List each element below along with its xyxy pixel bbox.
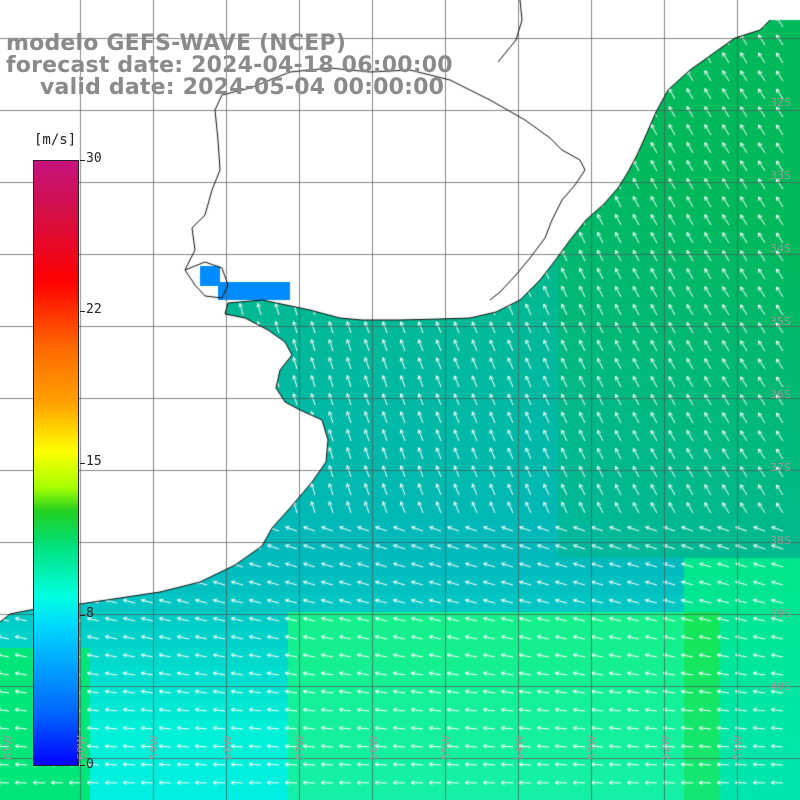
longitude-label: 60W — [75, 735, 88, 760]
colorbar-tick-label: 0 — [86, 757, 94, 772]
colorbar-gradient — [33, 160, 79, 766]
latitude-label: 36S — [770, 388, 791, 401]
longitude-label: 61W — [2, 735, 15, 760]
colorbar-tick-label: 30 — [86, 151, 102, 166]
longitude-label: 54W — [513, 735, 526, 760]
colorbar-tick-label: 8 — [86, 606, 94, 621]
longitude-label: 57W — [294, 735, 307, 760]
colorbar-tick-mark — [80, 765, 85, 766]
latitude-label: 38S — [770, 534, 791, 547]
latitude-label: 37S — [770, 461, 791, 474]
longitude-label: 52W — [659, 735, 672, 760]
valid-date-label: valid date: 2024-05-04 00:00:00 — [40, 75, 445, 100]
colorbar-tick-mark — [80, 160, 85, 161]
latitude-label: 34S — [770, 242, 791, 255]
latitude-label: 32S — [770, 96, 791, 109]
latitude-label: 40S — [770, 680, 791, 693]
map-title-model: modelo GEFS-WAVE (NCEP) — [6, 31, 347, 56]
longitude-label: 53W — [586, 735, 599, 760]
latitude-label: 39S — [770, 607, 791, 620]
colorbar-tick-mark — [80, 615, 85, 616]
colorbar-tick-label: 15 — [86, 454, 102, 469]
longitude-label: 56W — [367, 735, 380, 760]
forecast-date-label: forecast date: 2024-04-18 06:00:00 — [6, 53, 453, 78]
colorbar-unit-label: [m/s] — [34, 132, 77, 148]
longitude-label: 55W — [440, 735, 453, 760]
colorbar-tick-mark — [80, 311, 85, 312]
latitude-label: 35S — [770, 315, 791, 328]
latitude-label: 33S — [770, 169, 791, 182]
colorbar-tick-label: 22 — [86, 302, 102, 317]
longitude-label: 58W — [221, 735, 234, 760]
colorbar-tick-mark — [80, 463, 85, 464]
longitude-label: 59W — [148, 735, 161, 760]
longitude-label: 51W — [732, 735, 745, 760]
